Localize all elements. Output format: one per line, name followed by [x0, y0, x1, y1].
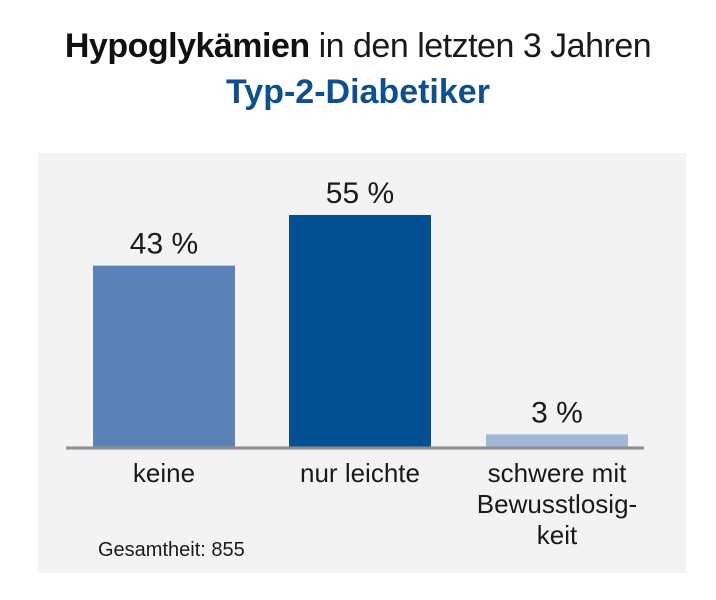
category-label-3-line-2: Bewusstlosig-: [476, 489, 638, 519]
category-label-3-line-1: schwere mit: [487, 458, 627, 488]
value-label-3: 3 %: [531, 396, 583, 429]
chart-title: Hypoglykämien in den letzten 3 Jahren: [0, 24, 716, 68]
title-bold: Hypoglykämien: [64, 27, 310, 65]
chart-subtitle: Typ-2-Diabetiker: [226, 73, 490, 111]
value-label-2: 55 %: [326, 177, 394, 210]
footnote-total: Gesamtheit: 855: [98, 539, 245, 561]
chart-header: Hypoglykämien in den letzten 3 Jahren Ty…: [0, 0, 716, 150]
category-label-1: keine: [64, 458, 264, 489]
bar-1: [93, 265, 235, 447]
category-label-3: schwere mit Bewusstlosig-keit: [457, 458, 657, 551]
category-label-2-line-1: nur leichte: [300, 458, 420, 488]
bar-2: [289, 215, 431, 447]
category-label-1-line-1: keine: [132, 458, 196, 488]
title-rest: in den letzten 3 Jahren: [309, 27, 652, 65]
value-label-1: 43 %: [130, 228, 198, 261]
bar-3: [486, 434, 628, 447]
category-label-3-line-3: keit: [536, 520, 578, 550]
category-label-2: nur leichte: [260, 458, 460, 489]
